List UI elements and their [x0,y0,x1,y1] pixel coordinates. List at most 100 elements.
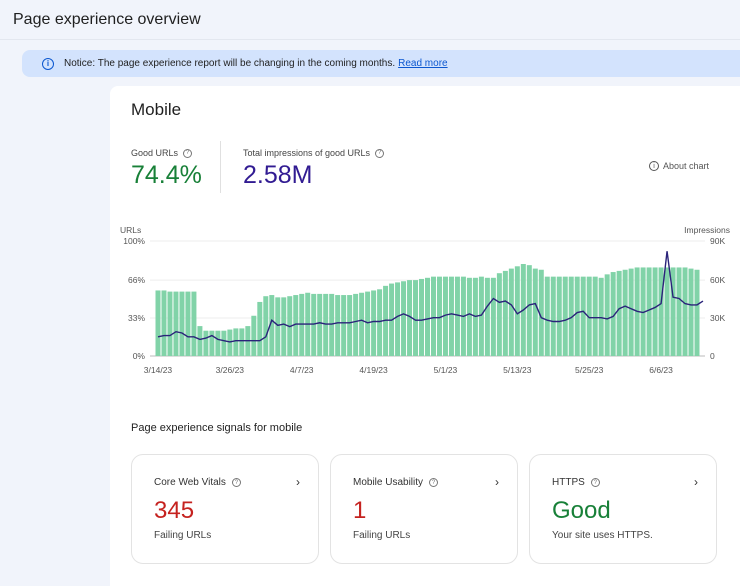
bar [323,293,329,356]
bar [227,329,233,356]
x-tick-label: 4/19/23 [359,365,388,375]
bar [161,290,167,356]
page-header: Page experience overview [0,0,740,40]
bar [347,295,353,356]
right-tick-label: 90K [710,236,725,246]
bar [538,269,544,356]
help-icon[interactable]: ? [183,148,193,158]
chevron-right-icon[interactable]: › [495,475,499,489]
help-icon[interactable]: ? [429,478,439,487]
metric-good-urls[interactable]: Good URLs? 74.4% [131,148,202,190]
bar [688,268,694,356]
right-tick-label: 60K [710,275,725,285]
bar [311,293,317,356]
right-tick-label: 30K [710,313,725,323]
bar [652,267,658,356]
card-title: Core Web Vitals [154,477,226,488]
bar [155,290,161,356]
signal-card-mobile-usability[interactable]: Mobile Usability? › 1 Failing URLs [330,454,518,564]
bar [353,293,359,356]
left-tick-label: 0% [133,351,146,361]
bar [466,277,472,356]
right-tick-label: 0 [710,351,715,361]
card-value: Good [552,497,611,524]
bar [490,277,496,356]
metric-value: 2.58M [243,161,313,189]
right-axis-label: Impressions [684,225,730,235]
x-tick-label: 6/6/23 [649,365,673,375]
bar [478,276,484,356]
metric-value: 74.4% [131,161,202,189]
bar [299,293,305,356]
chevron-right-icon[interactable]: › [296,475,300,489]
bar [496,273,502,356]
bar [532,268,538,356]
bar [233,328,239,356]
help-icon[interactable]: ? [231,478,241,487]
x-tick-label: 3/26/23 [216,365,245,375]
mobile-card: Mobile Good URLs? 74.4% Total impression… [110,86,740,586]
bar [646,267,652,356]
bar [371,290,377,356]
notice-text: Notice: The page experience report will … [64,58,396,69]
bar [173,291,179,356]
info-icon: i [42,57,54,70]
card-value: 345 [154,497,195,524]
left-tick-label: 33% [128,313,145,323]
about-chart-button[interactable]: i About chart [649,161,709,171]
signal-card-core-web-vitals[interactable]: Core Web Vitals? › 345 Failing URLs [131,454,319,564]
bar [658,267,664,356]
impressions-line [157,251,704,343]
bar [598,277,604,356]
bar [550,276,556,356]
bar [281,297,287,356]
x-tick-label: 5/1/23 [434,365,458,375]
page-title: Page experience overview [13,11,201,28]
bar [251,315,257,356]
left-axis-label: URLs [120,225,141,235]
left-tick-label: 66% [128,275,145,285]
bar [269,295,275,356]
divider [220,141,221,193]
about-chart-label: About chart [663,161,710,171]
bar [436,276,442,356]
bar [263,296,269,356]
bar [430,276,436,356]
bar [586,276,592,356]
bar [454,276,460,356]
metric-impressions[interactable]: Total impressions of good URLs? 2.58M [243,148,385,190]
read-more-link[interactable]: Read more [398,58,448,69]
bar [293,295,299,356]
bar [448,276,454,356]
bar [592,276,598,356]
bar [544,276,550,356]
bar [508,268,514,356]
bar [676,267,682,356]
bar [365,291,371,356]
bar [694,269,700,356]
bar [407,280,413,356]
bar [610,272,616,356]
bar [167,291,173,356]
bar [502,270,508,356]
metric-label: Good URLs [131,148,179,158]
bar [191,291,197,356]
card-title: Mobile Usability [353,477,424,488]
signal-card-https[interactable]: HTTPS? › Good Your site uses HTTPS. [529,454,717,564]
chevron-right-icon[interactable]: › [694,475,698,489]
bar [574,276,580,356]
card-title: HTTPS [552,477,585,488]
bar [514,266,520,356]
bar [329,293,335,356]
bar [628,268,634,356]
x-tick-label: 5/13/23 [503,365,532,375]
bar [604,274,610,356]
bar [335,295,341,356]
help-icon[interactable]: ? [590,478,600,487]
help-icon[interactable]: ? [375,148,385,158]
x-tick-label: 3/14/23 [144,365,173,375]
bar [484,277,490,356]
x-tick-label: 5/25/23 [575,365,604,375]
info-icon: i [649,161,659,171]
chart: 0% 0 33% 30K 66% 60K 100% 90K URLs Impressions 3/1… [120,225,730,375]
